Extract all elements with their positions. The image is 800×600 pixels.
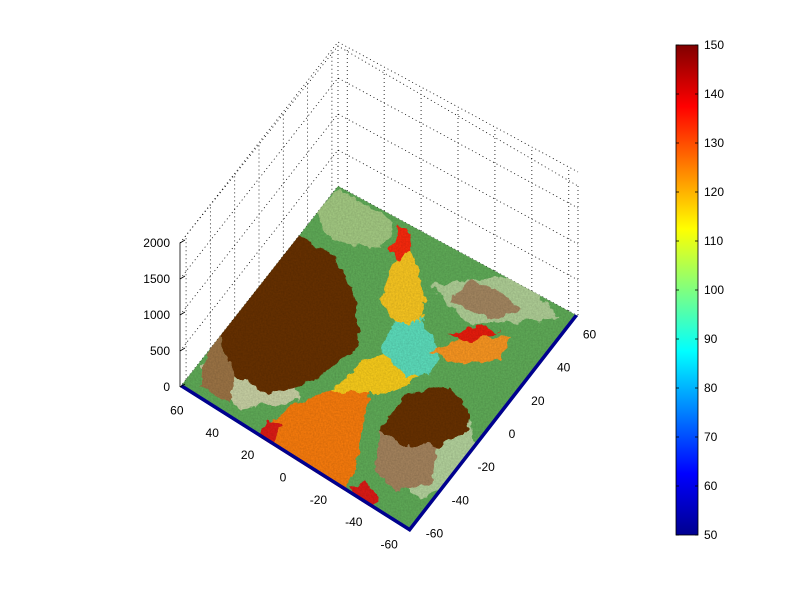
y-tick-label: 60 xyxy=(170,404,184,418)
z-tick-mark xyxy=(179,383,186,388)
z-tick-mark xyxy=(179,275,186,280)
wall-grid xyxy=(179,41,579,388)
z-tick-label: 0 xyxy=(163,380,170,394)
z-tick-label: 500 xyxy=(150,344,170,358)
y-tick-label: 0 xyxy=(280,471,287,485)
y-tick-label: -20 xyxy=(310,493,328,507)
z-tick-label: 2000 xyxy=(143,236,170,250)
surface-grain xyxy=(180,186,578,532)
y-tick-label: 40 xyxy=(206,426,220,440)
colorbar: 50 60 70 80 90 100 110 120 130 140 150 xyxy=(675,38,724,542)
y-tick-label: -60 xyxy=(380,537,398,551)
y-tick-label: -40 xyxy=(345,515,363,529)
colorbar-tick-label: 120 xyxy=(704,185,724,199)
y-tick-labels: -60 -40 -20 0 20 40 60 xyxy=(170,404,398,552)
colorbar-tick-label: 90 xyxy=(704,332,718,346)
colorbar-tick-label: 130 xyxy=(704,136,724,150)
colorbar-tick-label: 60 xyxy=(704,479,718,493)
y-tick-label: 20 xyxy=(241,448,255,462)
z-tick-mark xyxy=(179,347,186,352)
colorbar-tick-label: 70 xyxy=(704,430,718,444)
z-tick-labels: 0 500 1000 1500 2000 xyxy=(143,236,186,394)
x-tick-labels: -60 -40 -20 0 20 40 60 xyxy=(426,327,597,540)
x-tick-label: 40 xyxy=(557,361,571,375)
colorbar-tick-label: 100 xyxy=(704,283,724,297)
colorbar-tick-label: 80 xyxy=(704,381,718,395)
terrain-surface xyxy=(180,186,578,532)
colorbar-tick-labels: 50 60 70 80 90 100 110 120 130 140 150 xyxy=(676,38,724,542)
z-tick-label: 1500 xyxy=(143,272,170,286)
axes-box xyxy=(179,41,579,388)
x-tick-label: -40 xyxy=(452,493,470,507)
colorbar-tick-label: 140 xyxy=(704,87,724,101)
colorbar-tick-label: 110 xyxy=(704,234,723,248)
x-tick-label: 0 xyxy=(509,427,516,441)
x-tick-label: -60 xyxy=(426,527,444,541)
x-tick-label: 20 xyxy=(531,394,545,408)
z-tick-label: 1000 xyxy=(143,308,170,322)
z-tick-mark xyxy=(179,239,186,244)
colorbar-tick-label: 50 xyxy=(704,528,718,542)
x-tick-label: -20 xyxy=(477,460,495,474)
z-tick-mark xyxy=(179,311,186,316)
colorbar-tick-label: 150 xyxy=(704,38,724,52)
surface-front-edge-right xyxy=(407,313,578,532)
colorbar-gradient xyxy=(675,44,699,536)
x-tick-label: 60 xyxy=(583,327,597,341)
